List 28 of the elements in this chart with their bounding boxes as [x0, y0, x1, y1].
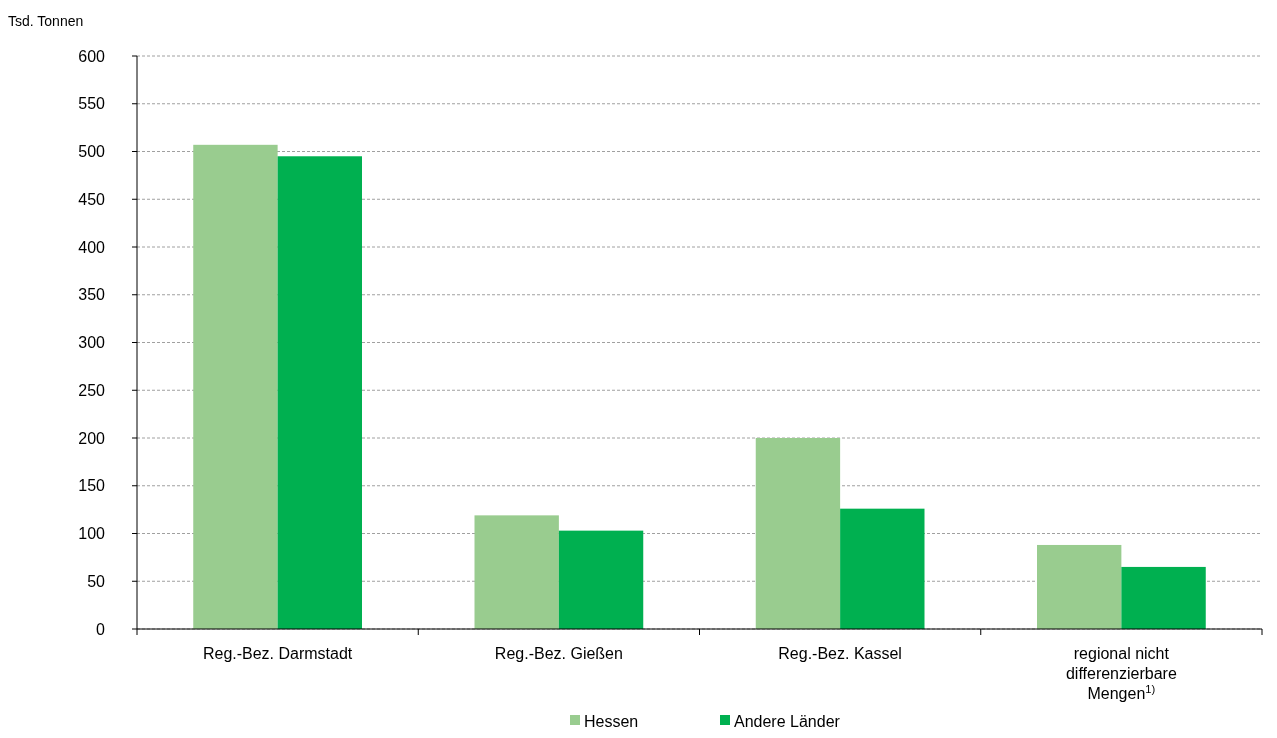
bar: [558, 530, 644, 629]
y-tick-label: 150: [78, 477, 106, 495]
bar: [193, 144, 278, 629]
y-axis-title: Tsd. Tonnen: [8, 13, 84, 29]
y-tick-label: 350: [78, 286, 106, 304]
y-tick-label: 50: [87, 572, 106, 590]
x-tick-label: Reg.-Bez. Darmstadt: [202, 645, 353, 662]
y-tick-label: 600: [78, 47, 106, 65]
y-tick-label: 500: [78, 143, 106, 161]
y-tick-label: 400: [78, 238, 106, 256]
bar: [1037, 544, 1122, 629]
y-tick-label: 550: [78, 95, 106, 113]
y-tick-label: 450: [78, 190, 106, 208]
y-tick-label: 0: [96, 620, 106, 638]
bar: [840, 508, 925, 629]
x-tick-label: Reg.-Bez. Gießen: [494, 645, 623, 662]
bar: [474, 515, 559, 629]
bar: [1121, 566, 1206, 629]
y-tick-label: 100: [78, 525, 106, 543]
legend-label: Andere Länder: [734, 713, 841, 730]
legend-label: Hessen: [584, 713, 639, 730]
x-tick-label: regional nicht differenzierbare Mengen$^{1)}$: [1065, 645, 1177, 702]
bar: [277, 156, 362, 629]
bar: [755, 438, 841, 629]
y-tick-label: 300: [78, 334, 106, 352]
x-tick-label: Reg.-Bez. Kassel: [778, 645, 902, 662]
y-tick-label: 250: [78, 381, 106, 399]
y-tick-label: 200: [78, 429, 106, 447]
